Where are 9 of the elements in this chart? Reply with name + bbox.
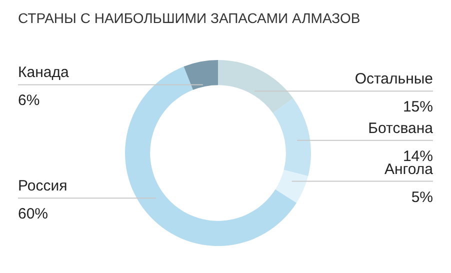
chart-title: СТРАНЫ С НАИБОЛЬШИМИ ЗАПАСАМИ АЛМАЗОВ xyxy=(18,10,360,26)
data-label: 5% xyxy=(411,188,433,206)
data-label: 60% xyxy=(18,206,48,223)
slice-label: Канада xyxy=(18,64,70,82)
data-label: 6% xyxy=(18,92,40,110)
slice-label: Россия xyxy=(18,178,68,195)
data-label: 15% xyxy=(402,98,433,116)
slice-label: Остальные xyxy=(354,70,433,88)
slice-label: Ботсвана xyxy=(368,120,434,137)
